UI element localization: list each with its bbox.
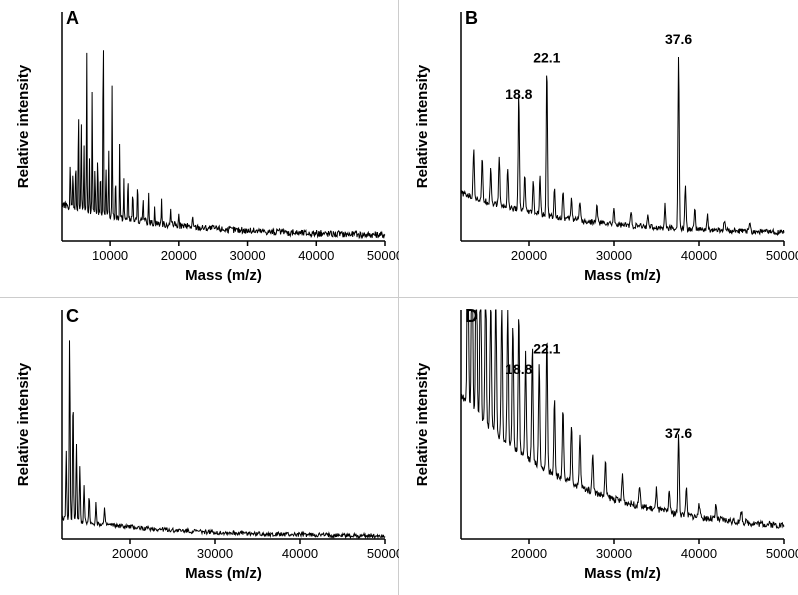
x-tick-label: 40000 — [282, 546, 318, 561]
y-axis-label: Relative intensity — [414, 362, 431, 486]
y-axis-label: Relative intensity — [15, 362, 32, 486]
y-axis-label: Relative intensity — [414, 64, 431, 188]
x-axis-label: Mass (m/z) — [185, 267, 262, 284]
x-tick-label: 30000 — [596, 546, 632, 561]
panel-letter: A — [66, 8, 79, 28]
peak-label: 22.1 — [533, 49, 560, 65]
spectrum-trace — [461, 310, 784, 528]
x-tick-label: 20000 — [511, 546, 547, 561]
panel-letter: C — [66, 306, 79, 326]
panel-D: 20000 30000 40000 50000 Mass (m/z) Relative i… — [399, 298, 798, 595]
figure: 10000 20000 30000 40000 50000 Mass (m/z) Relat… — [0, 0, 798, 595]
x-axis-label: Mass (m/z) — [584, 267, 661, 284]
x-tick-label: 50000 — [367, 546, 399, 561]
x-tick-label: 20000 — [112, 546, 148, 561]
x-tick-label: 40000 — [298, 248, 334, 263]
peak-label: 18.8 — [505, 86, 532, 102]
x-tick-label: 10000 — [92, 248, 128, 263]
panel-B: 20000 30000 40000 50000 Mass (m/z) Relative i… — [399, 0, 798, 297]
spectrum-trace — [62, 340, 385, 538]
x-tick-label: 50000 — [367, 248, 399, 263]
peak-label: 18.8 — [505, 361, 532, 377]
x-axis-label: Mass (m/z) — [584, 565, 661, 582]
x-tick-label: 40000 — [681, 546, 717, 561]
peak-label: 37.6 — [665, 425, 692, 441]
x-tick-label: 30000 — [197, 546, 233, 561]
x-tick-label: 50000 — [766, 248, 798, 263]
panel-C: 20000 30000 40000 50000 Mass (m/z) Relative i… — [0, 298, 399, 595]
x-axis-label: Mass (m/z) — [185, 565, 262, 582]
x-tick-label: 30000 — [596, 248, 632, 263]
x-tick-label: 40000 — [681, 248, 717, 263]
panel-A: 10000 20000 30000 40000 50000 Mass (m/z) Relat… — [0, 0, 399, 297]
peak-label: 22.1 — [533, 341, 560, 357]
x-tick-label: 30000 — [229, 248, 265, 263]
x-tick-label: 20000 — [161, 248, 197, 263]
panel-letter: B — [465, 8, 478, 28]
x-tick-label: 50000 — [766, 546, 798, 561]
spectrum-trace — [461, 57, 784, 235]
y-axis-label: Relative intensity — [15, 64, 32, 188]
x-tick-label: 20000 — [511, 248, 547, 263]
peak-label: 37.6 — [665, 31, 692, 47]
spectrum-trace — [62, 50, 385, 238]
panel-letter: D — [465, 306, 478, 326]
